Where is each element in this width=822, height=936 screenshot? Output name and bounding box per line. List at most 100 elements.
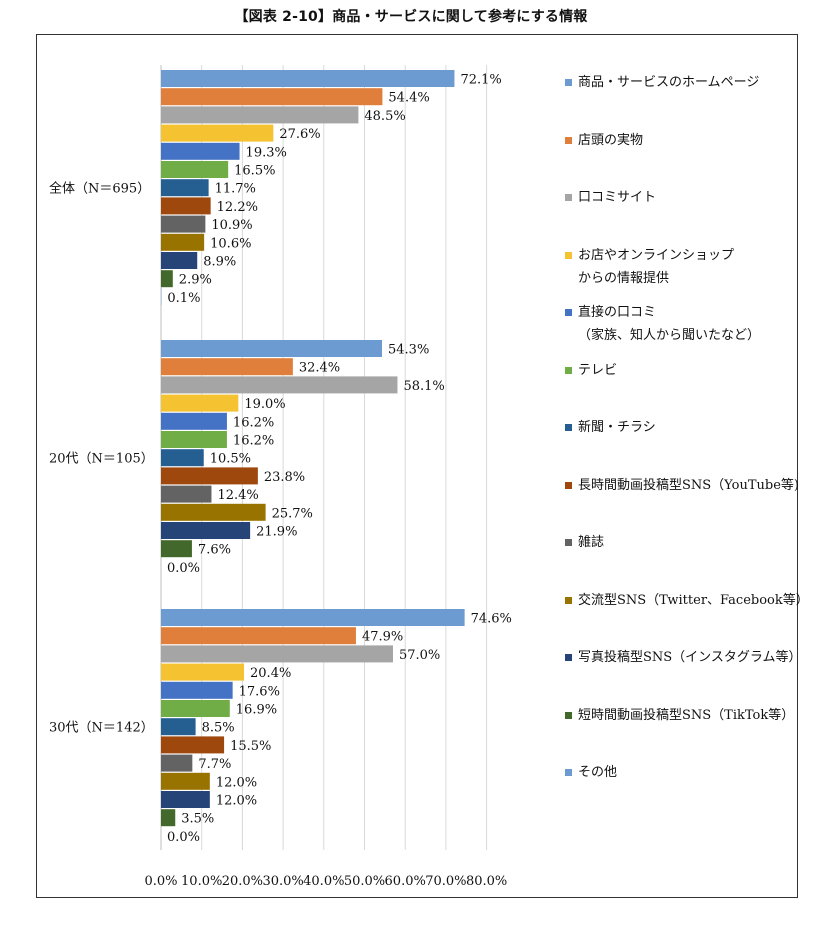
data-label: 15.5% <box>230 739 271 754</box>
legend-swatch <box>565 136 572 144</box>
data-label: 54.3% <box>388 343 429 358</box>
bar <box>161 358 293 376</box>
bar <box>161 449 204 467</box>
x-tick-label: 80.0% <box>466 874 507 889</box>
data-labels: 72.1% 54.4% 48.5% 27.6% 19.3% 16.5% 11.7% 12.2%… <box>167 73 512 845</box>
data-label: 16.2% <box>233 434 274 449</box>
data-label: 12.0% <box>216 794 257 809</box>
category-label: 全体（N＝695） <box>49 180 150 196</box>
data-label: 3.5% <box>181 812 214 827</box>
bar <box>161 485 212 503</box>
bar <box>161 645 393 663</box>
bar <box>161 106 359 124</box>
data-label: 0.0% <box>167 830 200 845</box>
legend-swatch <box>565 366 572 374</box>
x-tick-label: 70.0% <box>425 874 466 889</box>
x-tick-label: 0.0% <box>144 874 177 889</box>
bar <box>161 809 176 827</box>
chart-frame: 72.1% 54.4% 48.5% 27.6% 19.3% 16.5% 11.7% 12.2%… <box>36 34 809 898</box>
bar <box>161 718 196 736</box>
data-label: 27.6% <box>279 127 320 142</box>
bar <box>161 88 383 106</box>
category-labels: 全体（N＝695） 20代（N＝105） 30代（N＝142） <box>49 180 154 735</box>
data-label: 2.9% <box>179 273 212 288</box>
bar <box>161 197 211 215</box>
bar-chart: 72.1% 54.4% 48.5% 27.6% 19.3% 16.5% 11.7% 12.2%… <box>49 65 512 889</box>
legend-swatch <box>565 251 572 259</box>
legend-label: 新聞・チラシ <box>578 420 656 435</box>
legend-swatch <box>565 654 572 661</box>
data-label: 12.0% <box>216 775 257 790</box>
bar <box>161 681 233 699</box>
chart-title: 【図表 2-10】商品・サービスに関して参考にする情報 <box>234 9 588 25</box>
legend-label: 交流型SNS（Twitter、Facebook等） <box>578 592 809 608</box>
bar <box>161 431 227 448</box>
data-label: 23.8% <box>264 470 305 485</box>
legend-label: 口コミサイト <box>578 190 657 205</box>
category-label: 20代（N＝105） <box>49 451 154 466</box>
data-label: 20.4% <box>250 666 291 681</box>
x-tick-label: 20.0% <box>222 874 263 889</box>
legend-label: 雑誌 <box>578 535 605 550</box>
legend-swatch <box>565 711 572 719</box>
legend-swatch <box>565 424 572 431</box>
data-label: 19.3% <box>246 145 287 160</box>
legend-swatch <box>565 539 572 546</box>
data-label: 74.6% <box>471 612 512 627</box>
legend-swatch <box>565 79 572 86</box>
bar <box>161 70 455 87</box>
bar <box>161 252 198 269</box>
bar <box>161 161 229 178</box>
data-label: 32.4% <box>299 361 340 376</box>
data-label: 72.1% <box>460 73 501 88</box>
bar <box>161 467 258 485</box>
bar <box>161 340 383 357</box>
bar <box>161 270 173 288</box>
legend-swatch <box>565 596 572 604</box>
bar <box>161 142 240 160</box>
bar <box>161 394 239 412</box>
bar <box>161 609 465 626</box>
bars <box>161 70 465 827</box>
bar <box>161 663 245 681</box>
legend-label: 商品・サービスのホームページ <box>578 75 760 90</box>
legend-label: 直接の口コミ （家族、知人から聞いたなど） <box>578 305 761 343</box>
legend-swatch <box>565 194 572 201</box>
data-label: 48.5% <box>364 109 405 124</box>
bar <box>161 754 193 772</box>
data-label: 12.2% <box>217 200 258 215</box>
legend-swatch <box>565 481 572 489</box>
legend-label: その他 <box>578 765 618 780</box>
legend-swatch <box>565 769 572 776</box>
x-tick-label: 50.0% <box>344 874 385 889</box>
data-label: 10.6% <box>210 236 251 251</box>
data-label: 10.5% <box>210 452 251 467</box>
data-label: 21.9% <box>256 525 297 540</box>
data-label: 17.6% <box>239 684 280 699</box>
legend-label: 店頭の実物 <box>578 132 644 148</box>
x-tick-label: 40.0% <box>303 874 344 889</box>
data-label: 8.5% <box>202 721 235 736</box>
data-label: 58.1% <box>403 379 444 394</box>
x-tick-label: 30.0% <box>262 874 303 889</box>
x-tick-label: 60.0% <box>385 874 426 889</box>
legend-label: お店やオンラインショップ からの情報提供 <box>578 247 735 286</box>
legend-label: 写真投稿型SNS（インスタグラム等） <box>578 650 802 665</box>
bar <box>161 124 274 142</box>
data-label: 11.7% <box>215 182 256 197</box>
bar <box>161 540 192 558</box>
data-label: 16.9% <box>236 703 277 718</box>
legend-label: 短時間動画投稿型SNS（TikTok等） <box>578 707 795 723</box>
legend-label: テレビ <box>578 362 618 378</box>
data-label: 57.0% <box>399 648 440 663</box>
legend-swatch <box>565 309 572 316</box>
bar <box>161 215 206 233</box>
bar <box>161 522 251 539</box>
bar <box>161 736 225 754</box>
x-tick-labels: 0.0% 10.0% 20.0% 30.0% 40.0% 50.0% 60.0% 70.0% 8… <box>144 874 507 889</box>
bar <box>161 412 227 430</box>
bar <box>161 376 398 394</box>
data-label: 16.2% <box>233 415 274 430</box>
bar <box>161 791 210 808</box>
category-label: 30代（N＝142） <box>49 720 154 735</box>
